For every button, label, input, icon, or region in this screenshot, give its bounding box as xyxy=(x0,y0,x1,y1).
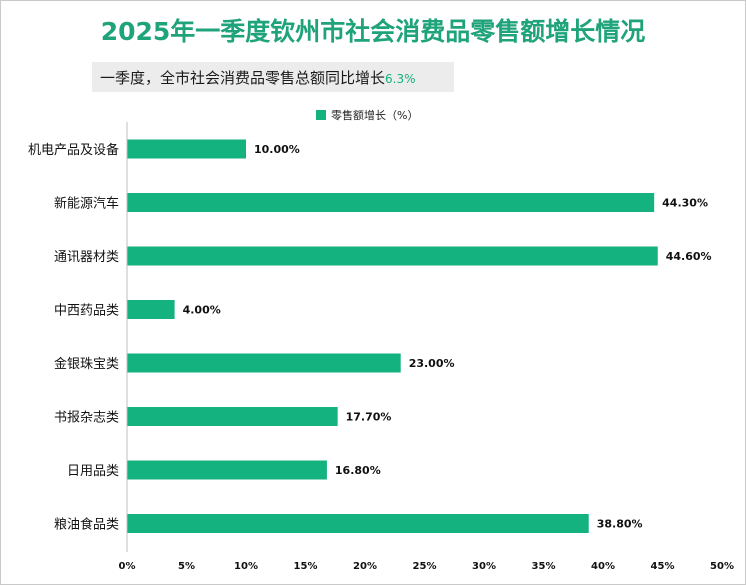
x-tick-label: 30% xyxy=(472,561,496,572)
bar xyxy=(127,353,401,373)
category-label: 通讯器材类 xyxy=(54,250,119,265)
value-label: 4.00% xyxy=(183,304,221,317)
value-label: 38.80% xyxy=(597,518,643,531)
bar xyxy=(127,514,589,533)
legend-label: 零售额增长（%） xyxy=(331,109,419,122)
x-tick-label: 10% xyxy=(234,561,258,572)
chart-title: 2025年一季度钦州市社会消费品零售额增长情况 xyxy=(100,17,646,46)
subtitle: 一季度，全市社会消费品零售总额同比增长6.3% xyxy=(100,67,416,88)
x-tick-label: 5% xyxy=(178,561,195,572)
subtitle-box: 一季度，全市社会消费品零售总额同比增长6.3% xyxy=(92,62,454,92)
x-tick-label: 45% xyxy=(651,561,675,572)
category-label: 机电产品及设备 xyxy=(28,142,119,158)
value-label: 23.00% xyxy=(409,357,455,370)
value-label: 17.70% xyxy=(346,411,392,424)
bar xyxy=(127,300,175,319)
x-tick-label: 25% xyxy=(413,561,437,572)
value-label: 16.80% xyxy=(335,464,381,477)
bar xyxy=(127,193,655,212)
category-label: 粮油食品类 xyxy=(54,517,119,533)
x-tick-label: 0% xyxy=(119,561,136,572)
x-tick-label: 15% xyxy=(294,561,318,572)
bar xyxy=(127,246,658,266)
category-label: 中西药品类 xyxy=(54,304,119,319)
category-label: 金银珠宝类 xyxy=(54,356,119,372)
bar xyxy=(127,139,246,159)
x-tick-label: 40% xyxy=(591,561,615,572)
bar xyxy=(127,460,327,480)
subtitle-text: 一季度，全市社会消费品零售总额同比增长 xyxy=(100,69,386,87)
value-label: 44.30% xyxy=(662,197,708,210)
bar xyxy=(127,407,338,426)
category-label: 书报杂志类 xyxy=(54,411,119,426)
category-label: 日用品类 xyxy=(67,464,119,479)
subtitle-value: 6.3% xyxy=(385,72,416,86)
x-tick-label: 20% xyxy=(353,561,377,572)
legend: 零售额增长（%） xyxy=(316,107,418,123)
x-tick-label: 35% xyxy=(532,561,556,572)
value-label: 44.60% xyxy=(666,250,712,263)
category-label: 新能源汽车 xyxy=(54,196,119,212)
x-tick-label: 50% xyxy=(710,561,734,572)
value-label: 10.00% xyxy=(254,143,300,156)
legend-swatch xyxy=(316,110,326,120)
